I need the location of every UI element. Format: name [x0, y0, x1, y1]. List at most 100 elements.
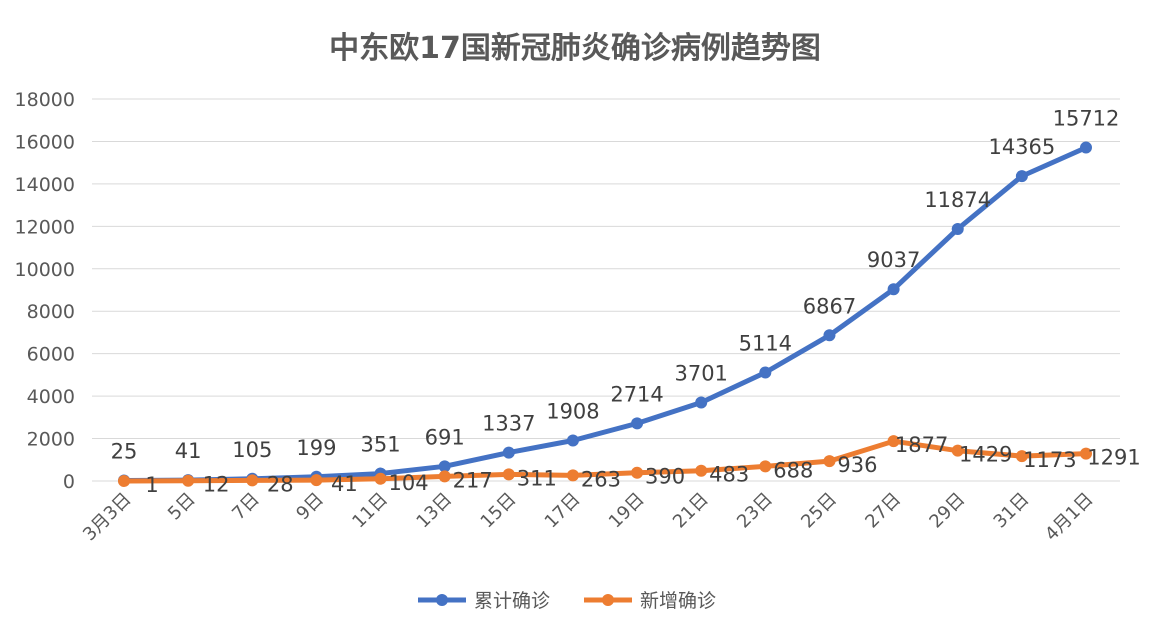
data-label-new: 1877 — [895, 433, 948, 457]
x-tick-label: 13日 — [412, 489, 456, 533]
data-label-new: 1173 — [1023, 448, 1076, 472]
data-label-new: 688 — [773, 458, 813, 482]
data-label-cumulative: 105 — [232, 438, 272, 462]
data-point — [1080, 141, 1092, 154]
data-label-new: 390 — [645, 465, 685, 489]
data-point — [310, 474, 323, 487]
data-label-cumulative: 2714 — [610, 382, 663, 406]
y-tick-label: 18000 — [15, 89, 75, 111]
data-point — [182, 474, 195, 487]
data-point — [1080, 447, 1092, 460]
data-point — [823, 329, 836, 342]
data-label-cumulative: 1337 — [482, 412, 535, 436]
data-label-cumulative: 691 — [425, 425, 465, 449]
data-label-cumulative: 5114 — [739, 331, 792, 355]
data-label-new: 936 — [837, 453, 877, 477]
data-label-new: 483 — [709, 463, 749, 487]
data-point — [823, 455, 836, 468]
data-label-new: 311 — [517, 466, 557, 490]
x-axis-ticks: 3月3日 5日 7日 9日 11日 13日 15日 17日 19日 21日 23日 25日 27日 29日… — [79, 489, 1098, 546]
legend[interactable]: 累计确诊 新增确诊 — [418, 590, 716, 612]
data-label-cumulative: 41 — [175, 439, 202, 463]
series-lines — [118, 141, 1092, 487]
data-label-cumulative: 199 — [296, 436, 336, 460]
data-point — [1015, 450, 1028, 463]
series-line-1 — [121, 438, 1089, 484]
x-tick-label: 7日 — [228, 489, 264, 525]
data-point — [759, 366, 772, 379]
y-axis-ticks: 0 2000 4000 6000 8000 10000 12000 14000 16000 180… — [15, 89, 75, 493]
y-tick-label: 10000 — [15, 259, 75, 281]
data-point — [1015, 170, 1028, 183]
x-tick-label: 31日 — [990, 489, 1034, 533]
data-label-cumulative: 3701 — [674, 361, 727, 385]
data-point — [438, 460, 451, 473]
data-labels: 25 41 105 199 351 691 1337 1908 2714 3701 5114 6867… — [111, 107, 1141, 497]
y-tick-label: 0 — [63, 471, 75, 493]
x-tick-label: 15日 — [477, 489, 521, 533]
data-label-new: 1429 — [959, 443, 1012, 467]
data-label-cumulative: 15712 — [1053, 107, 1120, 131]
legend-swatch-marker — [436, 594, 448, 606]
y-tick-label: 8000 — [27, 301, 75, 323]
legend-label: 新增确诊 — [640, 590, 716, 612]
x-tick-label: 23日 — [733, 489, 777, 533]
y-tick-label: 16000 — [15, 131, 75, 153]
x-tick-label: 29日 — [925, 489, 969, 533]
data-label-cumulative: 351 — [360, 433, 400, 457]
x-tick-label: 27日 — [861, 489, 905, 533]
x-tick-label: 9日 — [292, 489, 328, 525]
data-point — [438, 470, 451, 483]
data-point — [246, 474, 259, 487]
data-point — [759, 460, 772, 473]
data-label-cumulative: 25 — [111, 439, 138, 463]
data-label-new: 41 — [331, 472, 358, 496]
data-label-new: 263 — [581, 467, 621, 491]
legend-swatch-marker — [602, 594, 614, 606]
data-label-new: 28 — [267, 472, 294, 496]
data-point — [887, 283, 900, 296]
data-label-cumulative: 6867 — [803, 294, 856, 318]
data-label-new: 217 — [453, 468, 493, 492]
data-label-cumulative: 11874 — [924, 188, 991, 212]
data-point — [631, 466, 644, 479]
y-tick-label: 4000 — [27, 386, 75, 408]
x-tick-label: 25日 — [797, 489, 841, 533]
data-label-cumulative: 1908 — [546, 400, 599, 424]
data-point — [118, 474, 130, 487]
y-tick-label: 6000 — [27, 344, 75, 366]
x-tick-label: 5日 — [164, 489, 200, 525]
data-label-new: 1 — [145, 473, 158, 497]
data-point — [631, 417, 644, 430]
data-point — [566, 469, 579, 482]
data-point — [502, 446, 515, 459]
data-label-cumulative: 14365 — [988, 135, 1055, 159]
data-label-new: 12 — [203, 473, 230, 497]
chart-title: 中东欧17国新冠肺炎确诊病例趋势图 — [329, 31, 821, 66]
data-point — [695, 396, 708, 409]
data-point — [502, 468, 515, 481]
x-tick-label: 17日 — [541, 489, 585, 533]
data-point — [951, 223, 964, 236]
gridlines — [92, 98, 1120, 482]
x-tick-label: 4月1日 — [1041, 489, 1098, 546]
data-label-cumulative: 9037 — [867, 248, 920, 272]
data-label-new: 1291 — [1087, 446, 1140, 470]
y-tick-label: 2000 — [27, 429, 75, 451]
data-point — [951, 444, 964, 457]
data-point — [695, 464, 708, 477]
y-tick-label: 12000 — [15, 216, 75, 238]
legend-label: 累计确诊 — [474, 590, 550, 612]
x-tick-label: 21日 — [669, 489, 713, 533]
x-tick-label: 19日 — [605, 489, 649, 533]
data-point — [374, 472, 387, 485]
legend-item-1[interactable]: 新增确诊 — [584, 590, 716, 612]
data-label-new: 104 — [388, 471, 428, 495]
x-tick-label: 3月3日 — [79, 489, 136, 546]
legend-item-0[interactable]: 累计确诊 — [418, 590, 550, 612]
data-point — [887, 435, 900, 448]
data-point — [566, 434, 579, 447]
y-tick-label: 14000 — [15, 174, 75, 196]
